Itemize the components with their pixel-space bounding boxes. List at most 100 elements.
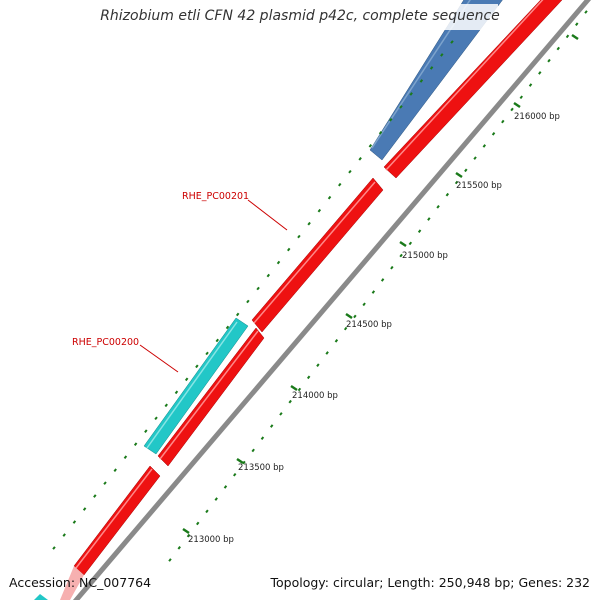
tick-mark	[538, 71, 542, 75]
gene-label-group: RHE_PC00201 RHE_PC00200	[72, 191, 288, 373]
tick-mark	[214, 497, 218, 501]
tick-mark	[362, 302, 366, 307]
tick-mark	[316, 363, 320, 367]
tick-mark	[288, 399, 292, 404]
tick-mark	[113, 468, 117, 472]
tick-mark	[528, 83, 533, 87]
tick-mark	[306, 375, 311, 380]
tick-mark	[266, 273, 271, 278]
tick-mark	[269, 424, 274, 428]
major-tick	[290, 384, 298, 392]
tick-mark	[450, 40, 454, 44]
scale-label: 215500 bp	[456, 181, 502, 191]
tick-mark	[408, 241, 413, 246]
tick-mark	[164, 403, 168, 408]
scale-label: 214500 bp	[346, 320, 392, 330]
major-tick	[236, 457, 244, 465]
tick-mark	[256, 286, 260, 291]
tick-mark	[279, 412, 283, 416]
tick-row-inner	[168, 10, 588, 562]
tick-mark	[205, 509, 209, 514]
tick-mark	[215, 338, 219, 343]
tick-mark	[501, 119, 505, 124]
tick-mark	[133, 442, 138, 447]
tick-mark	[510, 107, 514, 112]
tick-mark	[429, 66, 434, 70]
cds-forward	[157, 327, 265, 467]
tick-mark	[276, 260, 281, 265]
tick-mark	[399, 105, 403, 109]
major-tick	[571, 33, 579, 41]
cds-reverse-cyan	[143, 317, 249, 455]
tick-mark	[72, 520, 77, 524]
tick-mark	[144, 429, 148, 434]
tick-mark	[123, 455, 128, 459]
scale-labels: 213000 bp 213500 bp 214000 bp 214500 bp …	[188, 112, 560, 545]
tick-mark	[409, 92, 413, 96]
tick-mark	[419, 79, 424, 83]
major-tick	[182, 527, 190, 535]
tick-mark	[338, 182, 342, 187]
tick-mark	[390, 265, 394, 270]
tick-mark	[317, 208, 322, 213]
tick-mark	[575, 22, 579, 26]
scale-label: 213000 bp	[188, 535, 234, 545]
tick-mark	[154, 416, 158, 421]
tick-mark	[297, 234, 301, 239]
tick-mark	[287, 247, 291, 252]
cds-forward-faded	[60, 566, 84, 600]
major-tick	[455, 171, 463, 179]
tick-mark	[297, 387, 302, 392]
tick-mark	[378, 131, 383, 135]
tick-mark	[519, 95, 523, 100]
major-tick	[345, 312, 353, 320]
scale-label: 215000 bp	[402, 251, 448, 261]
tick-mark	[205, 351, 209, 356]
tick-mark	[427, 217, 431, 221]
tick-mark	[168, 558, 172, 562]
tick-mark	[177, 546, 181, 550]
major-tick	[399, 240, 407, 248]
scale-label: 214000 bp	[292, 391, 338, 401]
tick-mark	[246, 299, 250, 304]
tick-mark	[225, 325, 230, 330]
gene-label-rhe-pc00200[interactable]: RHE_PC00200	[72, 337, 139, 348]
tick-mark	[436, 205, 440, 209]
reverse-strand	[34, 0, 503, 600]
tick-mark	[251, 448, 255, 453]
tick-mark	[52, 546, 56, 550]
tick-mark	[380, 278, 385, 282]
tick-mark	[242, 460, 246, 465]
tick-mark	[325, 351, 329, 355]
tick-mark	[454, 180, 459, 185]
tick-mark	[327, 195, 332, 200]
tick-mark	[368, 143, 373, 148]
tick-mark	[464, 168, 468, 173]
cds-reverse-blue	[369, 0, 503, 161]
tick-mark	[389, 118, 393, 122]
tick-mark	[184, 377, 189, 382]
tick-mark	[235, 312, 240, 317]
backbone-line	[72, 0, 592, 600]
scale-label: 213500 bp	[238, 463, 284, 473]
cds-forward	[251, 177, 384, 333]
tick-mark	[307, 221, 311, 226]
tick-mark	[233, 472, 237, 477]
tick-mark	[343, 326, 348, 331]
cds-reverse-cyan-edge	[34, 594, 48, 600]
tick-mark	[491, 131, 496, 136]
tick-mark	[482, 144, 487, 148]
tick-mark	[556, 46, 560, 51]
tick-mark	[174, 390, 179, 395]
gene-label-rhe-pc00201[interactable]: RHE_PC00201	[182, 191, 249, 202]
tick-mark	[399, 253, 403, 258]
tick-mark	[353, 314, 357, 319]
tick-mark	[260, 436, 265, 441]
cds-forward	[383, 0, 563, 179]
tick-mark	[348, 169, 352, 174]
tick-row-outer	[52, 40, 454, 550]
tick-mark	[547, 58, 551, 63]
scale-label: 216000 bp	[514, 112, 560, 122]
tick-mark	[93, 494, 97, 498]
tick-mark	[584, 10, 588, 14]
